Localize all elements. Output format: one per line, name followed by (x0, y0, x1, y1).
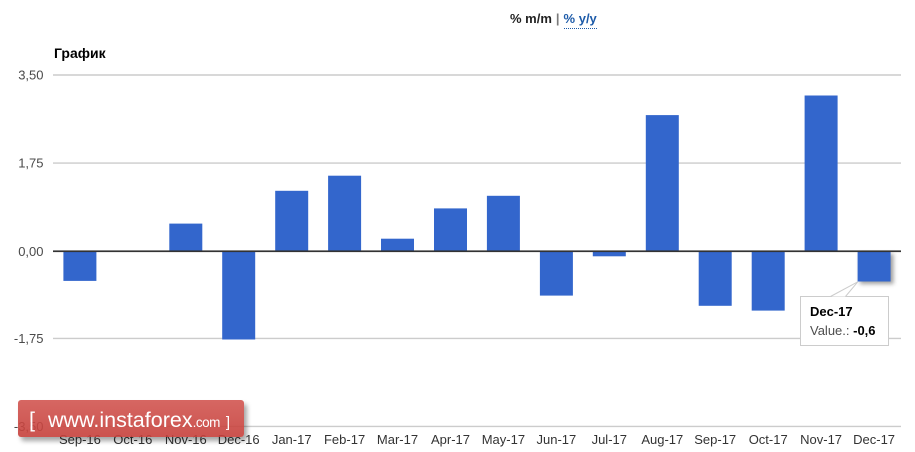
svg-text:Feb-17: Feb-17 (324, 432, 365, 447)
svg-text:1,75: 1,75 (18, 156, 43, 171)
svg-text:Oct-17: Oct-17 (749, 432, 788, 447)
svg-text:3,50: 3,50 (18, 68, 43, 83)
svg-text:Jul-17: Jul-17 (592, 432, 627, 447)
svg-text:0,00: 0,00 (18, 244, 43, 259)
svg-text:Jun-17: Jun-17 (537, 432, 577, 447)
svg-text:-1,75: -1,75 (14, 331, 44, 346)
svg-text:Dec-17: Dec-17 (810, 304, 853, 319)
svg-text:May-17: May-17 (482, 432, 525, 447)
svg-text:Sep-17: Sep-17 (694, 432, 736, 447)
svg-text:Jan-17: Jan-17 (272, 432, 312, 447)
svg-text:Value.: -0,6: Value.: -0,6 (810, 323, 876, 338)
svg-text:Aug-17: Aug-17 (641, 432, 683, 447)
svg-text:Nov-17: Nov-17 (800, 432, 842, 447)
svg-text:Apr-17: Apr-17 (431, 432, 470, 447)
svg-text:Mar-17: Mar-17 (377, 432, 418, 447)
svg-text:Dec-17: Dec-17 (853, 432, 895, 447)
